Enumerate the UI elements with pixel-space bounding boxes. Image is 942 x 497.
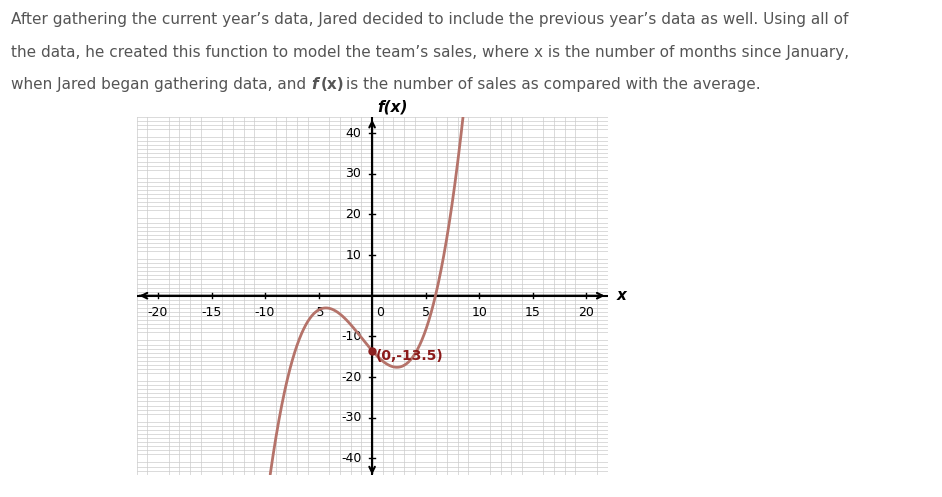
Text: (0,-13.5): (0,-13.5): [375, 348, 443, 363]
Text: -20: -20: [341, 371, 362, 384]
Text: f: f: [311, 77, 317, 92]
Text: -10: -10: [341, 330, 362, 343]
Text: 40: 40: [346, 127, 362, 140]
Text: 10: 10: [471, 306, 487, 319]
Text: the data, he created this function to model the team’s sales, where x is the num: the data, he created this function to mo…: [11, 45, 850, 60]
Text: -15: -15: [202, 306, 221, 319]
Text: 5: 5: [422, 306, 430, 319]
Text: 0: 0: [377, 306, 384, 319]
Text: -30: -30: [341, 411, 362, 424]
Text: when Jared began gathering data, and: when Jared began gathering data, and: [11, 77, 311, 92]
Text: 20: 20: [346, 208, 362, 221]
Text: f(x): f(x): [378, 100, 408, 115]
Text: (x): (x): [320, 77, 344, 92]
Text: x: x: [616, 288, 626, 303]
Text: -10: -10: [255, 306, 275, 319]
Text: After gathering the current year’s data, Jared decided to include the previous y: After gathering the current year’s data,…: [11, 12, 849, 27]
Text: is the number of sales as compared with the average.: is the number of sales as compared with …: [346, 77, 760, 92]
Text: 20: 20: [578, 306, 594, 319]
Text: 15: 15: [525, 306, 541, 319]
Text: -20: -20: [148, 306, 169, 319]
Text: 10: 10: [346, 248, 362, 261]
Text: -5: -5: [313, 306, 325, 319]
Text: 30: 30: [346, 167, 362, 180]
Text: -40: -40: [341, 452, 362, 465]
